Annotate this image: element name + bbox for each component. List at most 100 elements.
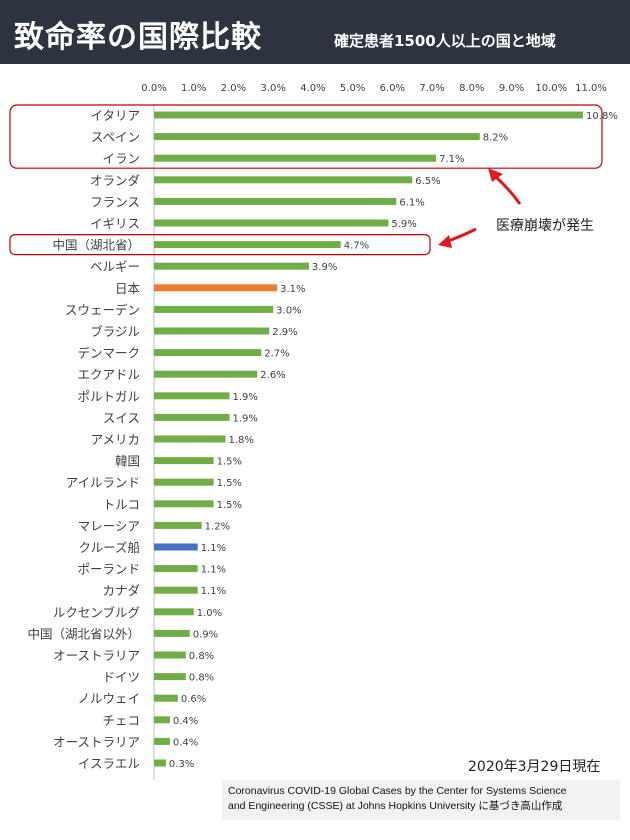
- category-label: チェコ: [102, 713, 140, 728]
- value-label: 6.5%: [415, 176, 440, 187]
- category-label: カナダ: [102, 583, 140, 598]
- value-label: 8.2%: [483, 133, 508, 144]
- bar: [154, 694, 178, 702]
- category-label: イスラエル: [78, 756, 140, 771]
- value-label: 2.9%: [272, 327, 297, 338]
- highlight-box-top: [9, 104, 603, 169]
- bar: [154, 176, 413, 184]
- category-label: トルコ: [103, 497, 140, 512]
- value-label: 1.5%: [217, 478, 242, 489]
- bar: [154, 392, 230, 400]
- bar: [154, 457, 214, 465]
- bar: [154, 133, 480, 141]
- value-label: 1.9%: [232, 413, 257, 424]
- bar-chart: 0.0% 1.0% 2.0% 3.0% 4.0% 5.0% 6.0% 7.0% 8.0% 9.0%…: [9, 83, 618, 780]
- category-label: オランダ: [90, 173, 140, 188]
- category-label: アイルランド: [66, 475, 140, 490]
- value-label: 3.1%: [280, 284, 305, 295]
- header-banner: 致命率の国際比較 確定患者1500人以上の国と地域: [0, 0, 630, 64]
- bar: [154, 673, 186, 681]
- category-label: ドイツ: [102, 670, 140, 685]
- date-note: 2020年3月29日現在: [468, 759, 601, 775]
- x-tick-label: 8.0%: [459, 83, 484, 94]
- bar: [154, 737, 170, 745]
- source-note: Coronavirus COVID-19 Global Cases by the…: [222, 780, 620, 820]
- bar: [154, 478, 214, 486]
- category-label: 中国（湖北省）: [52, 238, 140, 253]
- x-tick-label: 2.0%: [221, 83, 246, 94]
- bar: [154, 586, 198, 594]
- value-label: 1.1%: [201, 543, 226, 554]
- highlight-box-hubei: [9, 234, 431, 256]
- bar: [154, 241, 341, 249]
- value-label: 1.5%: [217, 500, 242, 511]
- source-line-2: and Engineering (CSSE) at Johns Hopkins …: [228, 800, 563, 812]
- x-tick-label: 7.0%: [419, 83, 444, 94]
- value-label: 1.0%: [197, 608, 222, 619]
- value-label: 4.7%: [344, 241, 369, 252]
- value-label: 1.2%: [205, 521, 230, 532]
- source-line-1: Coronavirus COVID-19 Global Cases by the…: [228, 785, 567, 797]
- category-label: クルーズ船: [78, 540, 140, 555]
- category-label: アメリカ: [91, 432, 140, 447]
- bar: [154, 349, 262, 357]
- bar: [154, 629, 190, 637]
- value-label: 7.1%: [439, 154, 464, 165]
- bar: [154, 608, 194, 616]
- category-label: 中国（湖北省以外）: [27, 626, 140, 641]
- category-label: エクアドル: [77, 367, 140, 382]
- bar: [154, 716, 170, 724]
- bar: [154, 413, 230, 421]
- bar: [154, 521, 202, 529]
- value-label: 0.4%: [173, 716, 198, 727]
- x-tick-label: 11.0%: [575, 83, 607, 94]
- bar: [154, 219, 389, 227]
- value-label: 1.5%: [217, 457, 242, 468]
- bar: [154, 435, 226, 443]
- value-label: 0.6%: [181, 694, 206, 705]
- page-title: 致命率の国際比較: [14, 20, 262, 55]
- arrow-left-head: [438, 235, 452, 248]
- bar: [154, 305, 274, 313]
- value-label: 0.4%: [173, 737, 198, 748]
- value-label: 2.6%: [260, 370, 285, 381]
- category-label: デンマーク: [77, 346, 140, 361]
- bar: [154, 543, 198, 551]
- x-tick-label: 3.0%: [260, 83, 285, 94]
- value-label: 5.9%: [391, 219, 416, 230]
- category-label: ポルトガル: [77, 389, 140, 404]
- value-label: 0.8%: [189, 651, 214, 662]
- x-tick-label: 4.0%: [300, 83, 325, 94]
- category-label: スウェーデン: [65, 302, 140, 317]
- category-label: イタリア: [90, 108, 140, 123]
- value-label: 3.9%: [312, 262, 337, 273]
- value-label: 1.1%: [201, 565, 226, 576]
- category-label: ノルウェイ: [77, 691, 140, 706]
- value-label: 3.0%: [276, 305, 301, 316]
- bar: [154, 370, 258, 378]
- category-label: 日本: [115, 281, 141, 296]
- value-label: 2.7%: [264, 349, 289, 360]
- bar: [154, 197, 397, 205]
- arrow-left-line: [447, 227, 477, 243]
- bar: [154, 327, 270, 335]
- value-label: 0.9%: [193, 629, 218, 640]
- x-tick-label: 1.0%: [181, 83, 206, 94]
- bar: [154, 651, 186, 659]
- category-label: フランス: [90, 194, 140, 209]
- bar: [154, 262, 309, 270]
- category-label: ポーランド: [77, 562, 140, 577]
- page-subtitle: 確定患者1500人以上の国と地域: [334, 32, 556, 50]
- category-label: スイス: [103, 410, 140, 425]
- value-label: 1.1%: [201, 586, 226, 597]
- bar: [154, 111, 584, 119]
- bar: [154, 500, 214, 508]
- bar: [154, 154, 437, 162]
- category-label: チリ: [115, 778, 140, 780]
- annotation-label: 医療崩壊が発生: [496, 217, 594, 234]
- category-label: ルクセンブルグ: [53, 605, 140, 620]
- category-label: ベルギー: [90, 259, 140, 274]
- value-label: 0.3%: [169, 759, 194, 770]
- value-label: 1.9%: [232, 392, 257, 403]
- value-label: 1.8%: [229, 435, 254, 446]
